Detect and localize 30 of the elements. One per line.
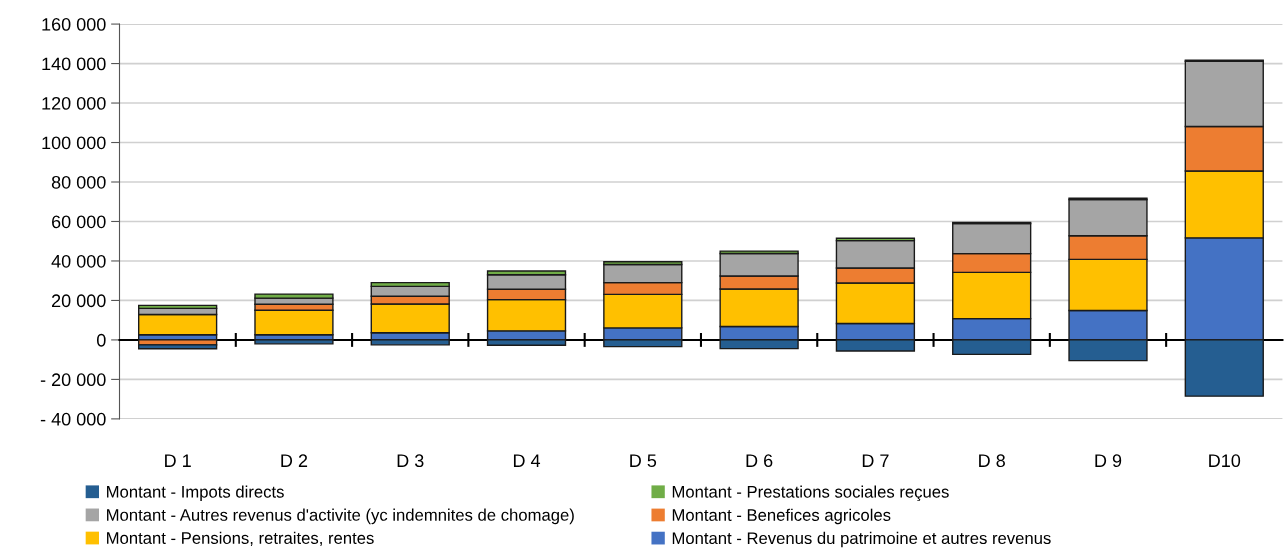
legend-label: Montant - Benefices agricoles bbox=[672, 508, 891, 525]
x-tick-label: D 3 bbox=[397, 454, 424, 468]
y-tick-label: - 20 000 bbox=[40, 373, 106, 387]
y-tick-label: 60 000 bbox=[52, 215, 106, 229]
legend-label: Montant - Impots directs bbox=[107, 485, 284, 502]
bar bbox=[254, 309, 334, 336]
y-tick-label: - 40 000 bbox=[40, 412, 106, 426]
x-tick-label: D10 bbox=[1209, 454, 1241, 468]
x-tick-label: D 8 bbox=[979, 454, 1005, 468]
legend-label: Montant - Autres revenus d'activite (yc indemnites de chomage) bbox=[107, 508, 574, 525]
x-tick-label: D 9 bbox=[1095, 454, 1122, 468]
legend-label: Montant - Pensions, retraites, rentes bbox=[107, 531, 374, 546]
x-tick-label: D 5 bbox=[630, 454, 657, 468]
legend-label: Montant - Prestations sociales reçues bbox=[672, 485, 949, 502]
bar bbox=[254, 339, 334, 345]
bar bbox=[137, 313, 218, 336]
y-tick-label: 80 000 bbox=[51, 175, 106, 189]
legend-label: Montant - Revenus du patrimoine et autres revenus bbox=[672, 531, 1051, 548]
y-tick-label: 140 000 bbox=[42, 57, 106, 71]
y-tick-label: 160 000 bbox=[42, 18, 106, 31]
y-tick-label: 20 000 bbox=[52, 294, 106, 308]
y-tick-label: 120 000 bbox=[42, 96, 106, 110]
x-tick-label: D 1 bbox=[165, 454, 191, 467]
y-tick-label: 0 bbox=[96, 333, 106, 347]
x-tick-label: D 7 bbox=[862, 454, 889, 467]
x-tick-label: D 2 bbox=[281, 454, 308, 467]
y-tick-label: 40 000 bbox=[51, 254, 106, 268]
y-tick-label: 100 000 bbox=[42, 136, 106, 150]
x-tick-label: D 6 bbox=[746, 454, 773, 468]
x-tick-label: D 4 bbox=[513, 454, 541, 467]
